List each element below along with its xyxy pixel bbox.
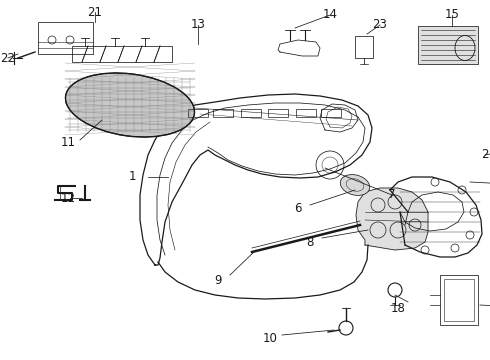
Bar [355, 36, 373, 58]
Text: 6: 6 [294, 202, 302, 215]
Bar [444, 279, 474, 321]
Text: 15: 15 [444, 9, 460, 22]
Ellipse shape [66, 73, 195, 137]
Bar [321, 109, 341, 117]
Bar [440, 275, 478, 325]
Text: 7: 7 [388, 189, 396, 202]
Bar [188, 109, 208, 117]
Bar [241, 109, 261, 117]
Text: 18: 18 [391, 302, 405, 315]
Text: 9: 9 [214, 274, 222, 287]
Text: 14: 14 [322, 9, 338, 22]
Text: 22: 22 [0, 51, 16, 64]
Text: 8: 8 [306, 235, 314, 248]
Text: 2: 2 [481, 148, 489, 162]
Text: 1: 1 [128, 171, 136, 184]
Bar [38, 22, 93, 54]
Ellipse shape [340, 175, 370, 195]
Text: 11: 11 [60, 135, 75, 148]
Bar [296, 109, 316, 117]
Text: 12: 12 [60, 192, 75, 204]
Polygon shape [356, 188, 428, 250]
Bar [72, 46, 172, 62]
Text: 21: 21 [88, 5, 102, 18]
Text: 10: 10 [263, 332, 277, 345]
Text: 13: 13 [191, 18, 205, 31]
Text: 23: 23 [372, 18, 388, 31]
Bar [213, 109, 233, 117]
Bar [418, 26, 478, 64]
Bar [268, 109, 288, 117]
